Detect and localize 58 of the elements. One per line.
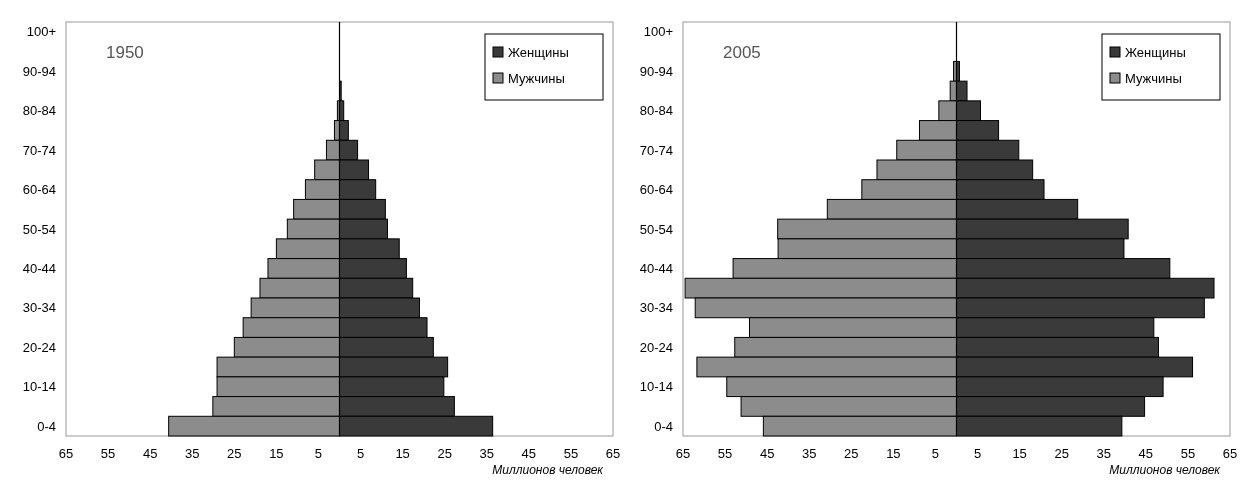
x-tick-label: 25 [227, 446, 242, 461]
x-tick-label: 55 [1180, 446, 1196, 461]
y-tick-label: 70-74 [22, 142, 56, 158]
y-tick-label: 60-64 [639, 182, 673, 198]
x-tick-label: 15 [269, 446, 284, 461]
text: 1950 [106, 43, 144, 62]
y-tick-label: 80-84 [639, 103, 673, 119]
y-tick-label: 10-14 [639, 379, 673, 395]
x-tick-label: 35 [802, 446, 817, 461]
x-tick-label: 15 [395, 446, 410, 461]
x-tick-label: 65 [605, 446, 621, 461]
x-tick-label: 55 [100, 446, 116, 461]
x-tick-label: 25 [1054, 446, 1069, 461]
x-tick-label: 45 [142, 446, 158, 461]
y-tick-label: 40-44 [639, 260, 673, 276]
x-tick-label: 15 [886, 446, 901, 461]
x-tick-label: 55 [717, 446, 733, 461]
x-tick-label: 35 [185, 446, 200, 461]
x-tick-label: 5 [356, 446, 365, 461]
legend-label: Мужчины [508, 70, 565, 86]
y-tick-label: 60-64 [22, 182, 56, 198]
x-tick-label: 25 [844, 446, 859, 461]
x-tick-label: 5 [973, 446, 982, 461]
x-tick-label: 35 [1096, 446, 1111, 461]
legend-label: Мужчины [1125, 70, 1182, 86]
x-tick-label: 5 [931, 446, 940, 461]
x-tick-label: 25 [437, 446, 452, 461]
y-tick-label: 70-74 [639, 142, 673, 158]
legend-label: Женщины [508, 44, 569, 60]
y-tick-label: 30-34 [639, 300, 673, 316]
x-tick-label: 45 [521, 446, 537, 461]
y-tick-label: 0-4 [37, 418, 56, 434]
x-tick-label: 45 [759, 446, 775, 461]
y-tick-label: 40-44 [22, 260, 56, 276]
x-tick-label: 15 [1012, 446, 1027, 461]
x-tick-label: 35 [479, 446, 494, 461]
x-tick-label: 55 [563, 446, 579, 461]
y-tick-label: 50-54 [639, 221, 673, 237]
x-tick-label: 65 [675, 446, 691, 461]
y-tick-label: 100+ [26, 24, 56, 40]
y-tick-label: 50-54 [22, 221, 56, 237]
y-tick-label: 10-14 [22, 379, 56, 395]
x-tick-label: 5 [314, 446, 323, 461]
x-tick-label: 65 [1222, 446, 1238, 461]
y-tick-label: 80-84 [22, 103, 56, 119]
x-axis-title: Миллионов человек [1109, 463, 1222, 477]
text: 2005 [723, 43, 761, 62]
y-tick-label: 100+ [643, 24, 673, 40]
y-tick-label: 20-24 [22, 339, 56, 355]
y-tick-label: 90-94 [639, 63, 673, 79]
x-tick-label: 45 [1138, 446, 1154, 461]
x-tick-label: 65 [58, 446, 74, 461]
legend-label: Женщины [1125, 44, 1186, 60]
y-tick-label: 20-24 [639, 339, 673, 355]
y-tick-label: 0-4 [654, 418, 673, 434]
y-tick-label: 30-34 [22, 300, 56, 316]
x-axis-title: Миллионов человек [492, 463, 605, 477]
y-tick-label: 90-94 [22, 63, 56, 79]
